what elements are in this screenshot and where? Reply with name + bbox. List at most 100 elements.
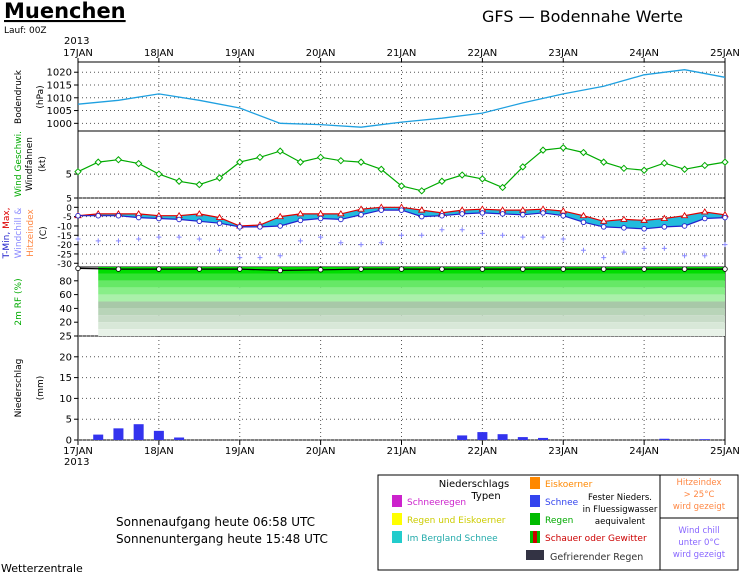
legend-label: Schneeregen [407,498,466,508]
legend-title-1: Niederschlags [439,479,510,490]
precip-bar [174,437,185,440]
bottom-date-label: 17JAN [63,446,93,457]
humidity-point [520,266,526,272]
legend-swatch [392,513,402,525]
wind-point [418,187,426,195]
humidity-point [358,266,364,272]
precip-bar [477,432,488,440]
wind-point [458,171,466,179]
legend-swatch [533,531,537,543]
tmin-point [115,212,122,219]
wind-point [438,177,446,185]
top-date-label: 19JAN [225,48,255,59]
wind-point [377,165,385,173]
windchill-point [560,236,566,242]
wind-point [721,158,729,166]
humidity-point [277,267,283,274]
wind-point [236,158,244,166]
wind-point [114,156,123,164]
tmin-point [580,219,587,225]
tmin-point [358,212,364,218]
y-tick-label: 5 [66,415,72,426]
tmin-point [499,211,506,217]
tmin-point [378,207,385,213]
y-tick-label: 1000 [47,119,72,130]
tmin-point [560,212,567,219]
pressure-axis-title: Bodendruck (hPa) [14,69,46,124]
hitze-line-2: > 25°C [684,490,715,500]
pressure-line [77,69,726,128]
bottom-date-label: 23JAN [548,446,578,457]
y-tick-label: 5 [66,195,72,205]
tmin-point [439,212,445,219]
windchill-point [682,253,688,259]
bottom-date-label: 22JAN [467,446,497,457]
humidity-band [98,301,725,309]
windchill-point [621,249,627,255]
wind-point [337,156,345,165]
source-text: Wetterzentrale [1,562,83,573]
precip-bar [133,424,144,440]
windchill-point [115,238,121,244]
tmax-point [579,211,588,219]
humidity-ylabel: 2m RF (%) [14,278,24,325]
legend-label: Schauer oder Gewitter [545,534,647,544]
windchill-point [601,255,607,261]
sunset-text: Sonnenuntergang heute 15:48 UTC [116,532,328,546]
humidity-point [75,265,81,272]
y-tick-label: -30 [57,260,72,270]
wind-point [620,164,628,173]
legend-swatch [530,513,540,525]
tmax-point [276,212,284,220]
wind-point [599,158,608,166]
legend-swatch [392,531,402,543]
windchill-point [520,234,526,240]
wind-point [256,153,264,162]
windchill-point [176,234,182,240]
windchill-point [95,238,101,244]
tmin-point [722,214,728,221]
precip-bar [699,439,710,440]
y-tick-label: 5 [66,170,72,181]
windchill-point [75,236,81,242]
wind-point [74,167,82,176]
y-tick-label: -10 [57,222,72,232]
humidity-band [98,322,725,330]
tmax-point [599,217,608,224]
wind-point [195,180,204,189]
station-title: Muenchen [4,0,126,23]
tmin-point [297,217,304,224]
humidity-band [98,329,725,336]
top-date-label: 18JAN [144,48,174,59]
y-tick-label: 10 [59,394,72,405]
hitze-line-1: Hitzeindex [676,478,721,488]
y-tick-label: 0 [66,204,72,214]
y-tick-label: 60 [59,290,72,301]
tmax-point [296,209,305,217]
wind-point [579,148,588,157]
bottom-date-label: 21JAN [387,446,417,457]
windchill-line-2: unter 0°C [678,538,719,548]
precip-axis-title: Niederschlag (mm) [14,359,46,418]
humidity-point [115,266,122,272]
wind-point [397,182,406,190]
windchill-point [277,253,283,259]
tmin-point [621,225,627,231]
windchill-point [136,236,142,242]
windchill-point [297,238,303,244]
y-tick-label: 1020 [47,68,72,79]
windchill-point [358,242,364,248]
tmax-point [215,213,224,221]
tmax-point [640,216,648,223]
humidity-point [237,266,243,272]
tmax-point [700,208,709,215]
top-date-label: 24JAN [629,48,659,59]
tmin-point [459,211,465,217]
wind-point [478,175,487,183]
top-date-label: 23JAN [548,48,578,59]
y-tick-label: 0 [66,436,72,447]
tmin-point [216,220,223,226]
pressure-unit: (hPa) [36,85,46,108]
top-date-labels: 17JAN 18JAN 19JAN 20JAN 21JAN 22JAN 23JAN 24JAN… [63,48,740,59]
temp-ylabel-part1: T-Min, Max, [2,207,12,259]
